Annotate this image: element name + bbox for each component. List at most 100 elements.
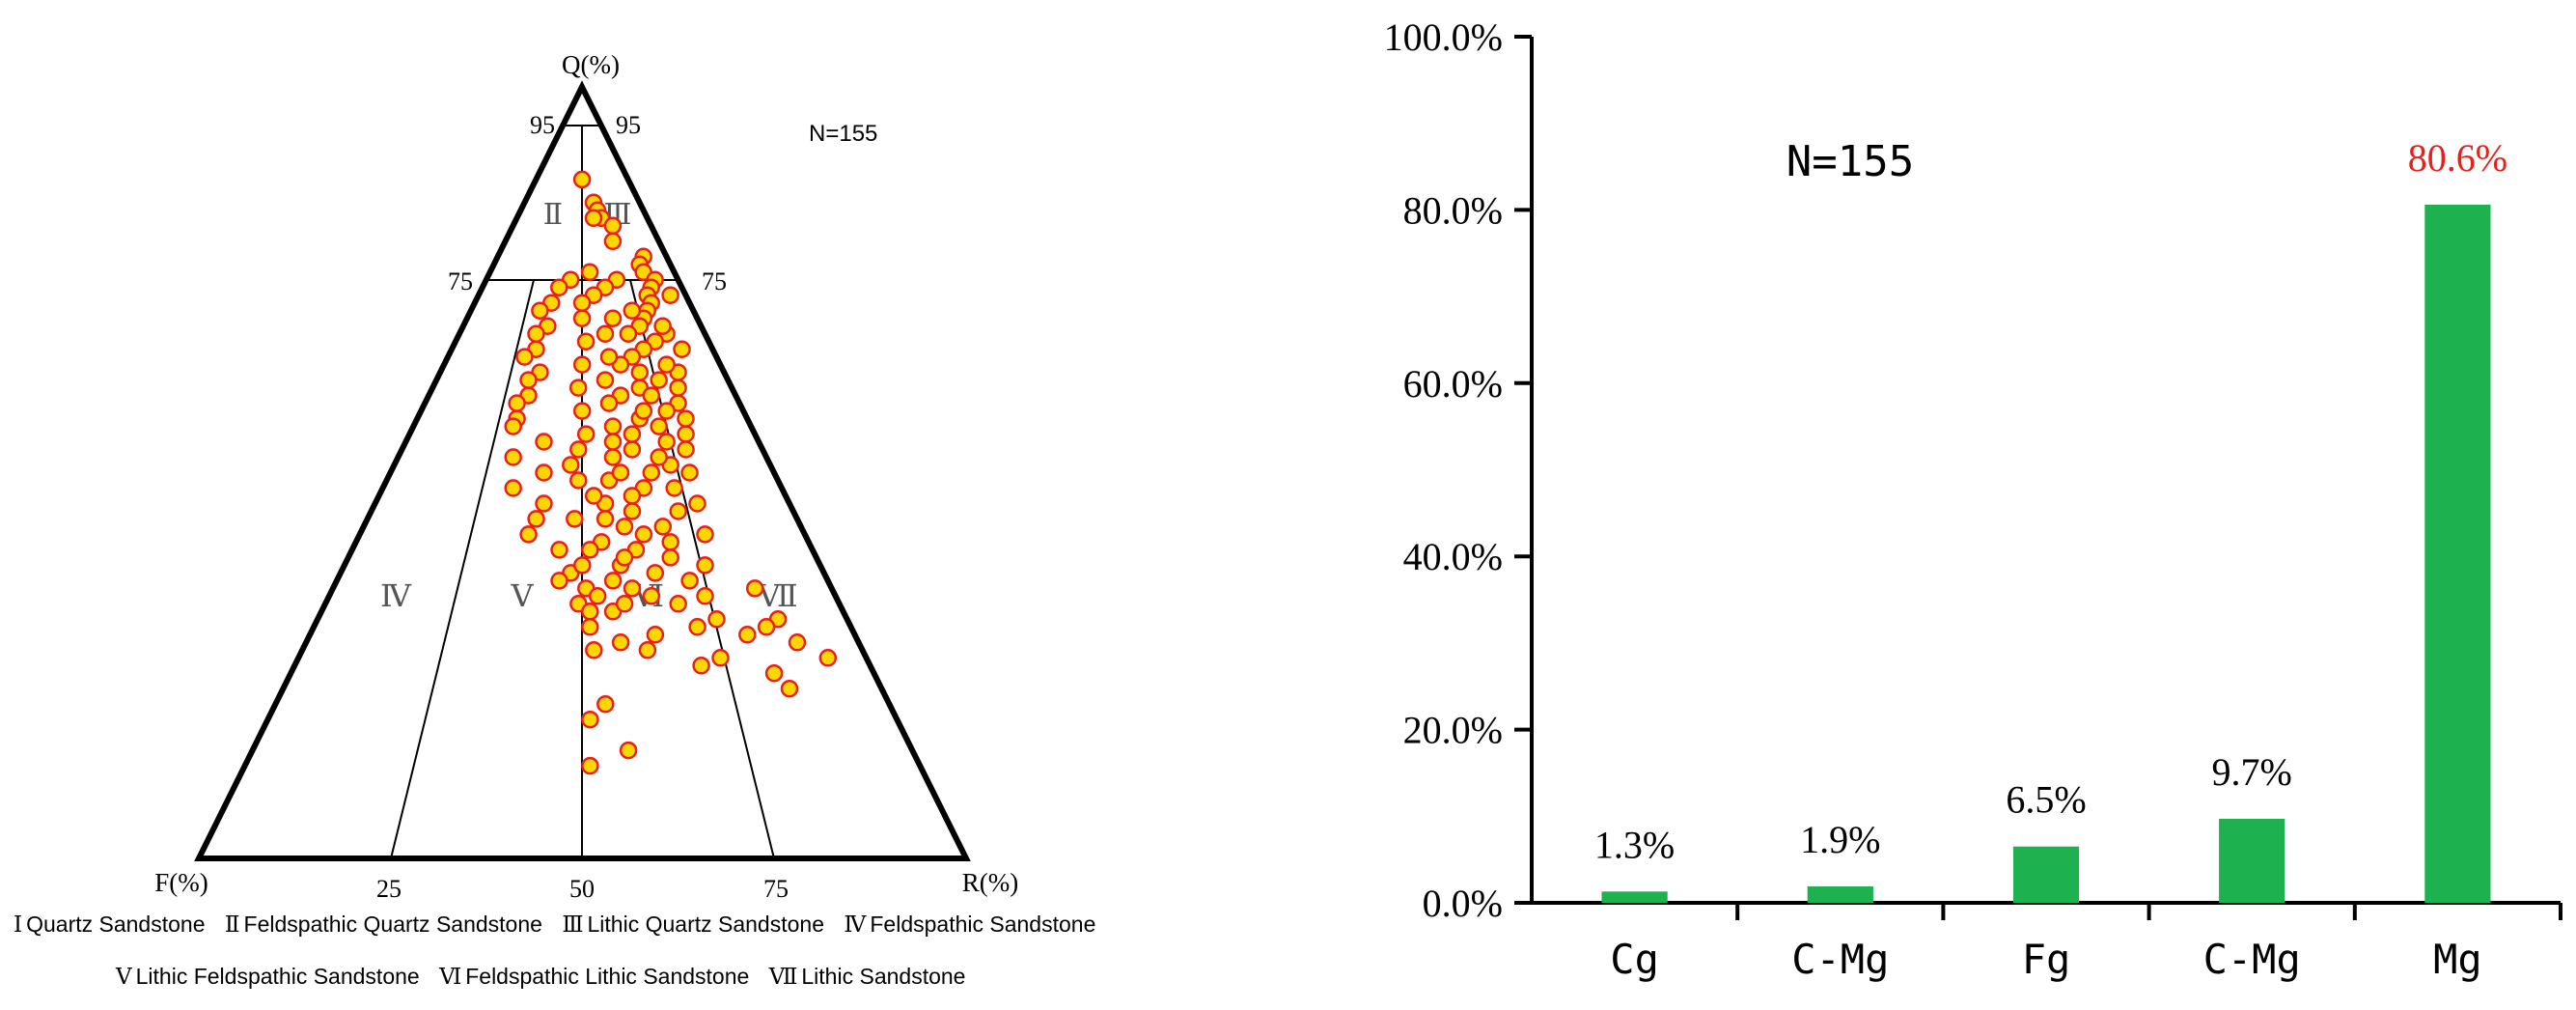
ternary-point — [745, 579, 764, 598]
ternary-point — [599, 348, 619, 366]
y-axis-ticks: 0.0% 20.0% 40.0% 60.0% 80.0% 100.0% — [1384, 15, 1532, 925]
ternary-point — [669, 502, 687, 520]
ternary-point — [603, 232, 623, 251]
ternary-point — [669, 379, 687, 397]
y-tick-label: 60.0% — [1403, 362, 1503, 406]
ternary-point — [677, 409, 695, 428]
x-tick-label: Mg — [2433, 936, 2482, 983]
ternary-point — [738, 626, 757, 644]
ternary-point — [619, 741, 638, 760]
bar-value-label: 1.9% — [1800, 818, 1880, 861]
bar-value-label: 6.5% — [2006, 778, 2086, 822]
bar-value-label: 9.7% — [2212, 750, 2292, 794]
ternary-point — [619, 324, 638, 343]
bar — [1601, 891, 1668, 903]
ternary-point — [646, 564, 665, 582]
ternary-point — [692, 657, 710, 675]
bar — [2012, 846, 2080, 903]
ternary-point — [764, 663, 784, 683]
ternary-points — [504, 170, 838, 775]
ternary-point — [634, 525, 653, 544]
ternary-point — [550, 572, 568, 590]
ternary-point — [603, 309, 623, 327]
ternary-point — [611, 463, 630, 482]
q-tick-75-left: 75 — [448, 267, 473, 295]
legend-item-6-name: Feldspathic Lithic Sandstone — [465, 964, 749, 989]
x-tick-label: C-Mg — [2203, 936, 2301, 983]
ternary-point — [603, 433, 623, 451]
legend-item-1-name: Quartz Sandstone — [26, 912, 205, 937]
ternary-point — [572, 402, 592, 420]
ternary-point — [657, 433, 676, 451]
y-tick-label: 80.0% — [1403, 188, 1503, 232]
ternary-point — [696, 525, 714, 544]
y-tick-label: 40.0% — [1403, 535, 1503, 578]
ternary-point — [818, 649, 838, 667]
ternary-point — [673, 340, 691, 358]
ternary-point — [680, 463, 699, 482]
ternary-point — [581, 710, 599, 729]
legend-item-3-name: Lithic Quartz Sandstone — [588, 912, 824, 937]
ternary-point — [562, 456, 580, 474]
bar-value-label: 1.3% — [1594, 823, 1675, 866]
ternary-point — [581, 603, 599, 621]
apex-label-q: Q(%) — [562, 50, 620, 79]
ternary-point — [535, 494, 553, 513]
ternary-point — [669, 595, 687, 613]
ternary-point — [584, 487, 603, 505]
ternary-point — [623, 440, 642, 459]
bar-chart: 0.0% 20.0% 40.0% 60.0% 80.0% 100.0% 1.3% 1.9% 6… — [1384, 15, 2562, 983]
bar-value-labels: 1.3% 1.9% 6.5% 9.7% 80.6% — [1594, 136, 2507, 866]
ternary-point — [568, 379, 588, 397]
field-label-2: Ⅱ — [543, 199, 563, 231]
ternary-point — [688, 494, 706, 513]
legend-item-7-numeral: Ⅶ — [768, 965, 798, 989]
ternary-point — [615, 548, 634, 567]
ternary-point — [531, 301, 549, 320]
ternary-point — [646, 626, 665, 644]
ternary-point — [696, 556, 714, 575]
ternary-point — [788, 633, 807, 652]
ternary-point — [588, 587, 607, 605]
ternary-point — [573, 556, 592, 575]
ternary-point — [661, 286, 679, 304]
ternary-point — [603, 572, 623, 590]
ternary-point — [581, 756, 599, 775]
y-tick-label: 20.0% — [1403, 709, 1503, 752]
ternary-point — [665, 479, 683, 497]
ternary-point — [527, 510, 545, 528]
ternary-point — [596, 694, 615, 714]
ternary-point — [576, 425, 596, 443]
ternary-point — [519, 371, 538, 389]
ternary-point — [615, 518, 634, 536]
ternary-point — [615, 595, 634, 613]
ternary-point — [611, 633, 630, 652]
ternary-point — [504, 479, 522, 497]
ternary-point — [661, 533, 679, 551]
field-label-5: Ⅴ — [510, 578, 534, 613]
ternary-legend-line-2: Ⅴ Lithic Feldspathic Sandstone Ⅵ Feldspath… — [115, 964, 965, 989]
ternary-point — [707, 610, 726, 629]
ternary-point — [550, 541, 568, 559]
ternary-n-label: N=155 — [809, 121, 877, 147]
x-axis-tick-labels: Cg C-Mg Fg C-Mg Mg — [1610, 936, 2481, 983]
q-tick-95-left: 95 — [530, 111, 555, 139]
q-tick-75-right: 75 — [702, 267, 727, 295]
ternary-point — [680, 572, 699, 590]
ternary-point — [585, 641, 603, 659]
x-tick-label: Fg — [2022, 936, 2071, 983]
bar — [2219, 819, 2285, 903]
ternary-point — [572, 309, 592, 327]
ternary-point — [623, 425, 642, 443]
legend-item-4-numeral: Ⅳ — [844, 912, 867, 937]
apex-label-f: F(%) — [154, 868, 208, 897]
ternary-point — [596, 510, 615, 528]
ternary-point — [650, 417, 668, 435]
ternary-point — [603, 448, 623, 466]
x-axis-ticks — [1735, 903, 2562, 920]
ternary-point — [580, 263, 599, 282]
ternary-point — [623, 487, 642, 505]
bar — [2424, 205, 2491, 903]
ternary-point — [550, 278, 568, 296]
